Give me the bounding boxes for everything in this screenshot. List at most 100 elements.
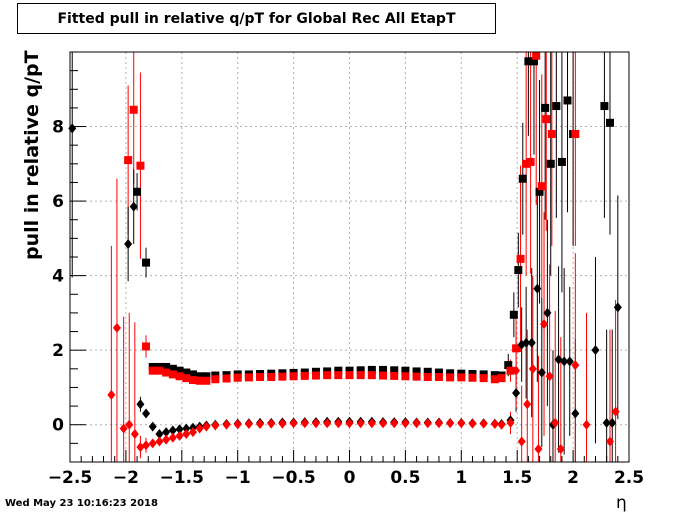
data-point-diamond <box>551 417 560 428</box>
data-point-diamond <box>540 319 549 330</box>
data-point-diamond <box>323 418 332 429</box>
data-point-diamond <box>446 418 455 429</box>
data-point-diamond <box>497 419 506 430</box>
data-point-diamond <box>129 201 138 212</box>
x-tick-label: −1.5 <box>160 468 204 488</box>
data-point-square <box>434 373 443 382</box>
data-point-square <box>401 372 410 381</box>
data-point-diamond <box>423 418 432 429</box>
data-point-square <box>267 373 276 382</box>
data-point-square <box>512 344 521 353</box>
data-point-diamond <box>412 418 421 429</box>
data-point-square <box>188 376 197 384</box>
x-tick-label: −2 <box>113 468 139 488</box>
data-point-square <box>423 367 432 376</box>
x-axis-label: η <box>616 493 627 513</box>
data-markers <box>68 51 622 454</box>
data-point-square <box>526 157 535 166</box>
data-point-diamond <box>390 418 399 429</box>
data-point-square <box>516 254 525 263</box>
data-point-square <box>434 368 443 377</box>
data-point-square <box>188 370 197 379</box>
data-point-diamond <box>148 438 157 449</box>
data-point-square <box>529 57 538 66</box>
data-point-diamond <box>537 367 546 378</box>
data-point-square <box>345 366 354 375</box>
data-point-square <box>423 373 432 382</box>
data-point-diamond <box>571 360 580 371</box>
y-tick-label: 0 <box>52 416 64 436</box>
data-point-diamond <box>211 420 220 431</box>
data-point-square <box>563 96 572 105</box>
data-point-diamond <box>457 418 466 429</box>
data-point-square <box>168 370 177 379</box>
data-point-square <box>345 371 354 380</box>
data-point-diamond <box>162 427 171 438</box>
data-point-square <box>379 371 388 380</box>
data-point-diamond <box>571 408 580 419</box>
data-point-square <box>412 372 421 381</box>
data-point-diamond <box>278 418 287 429</box>
x-tick-label: −0.5 <box>271 468 315 488</box>
data-point-square <box>175 372 184 381</box>
data-point-diamond <box>311 418 320 429</box>
chart-title: Fitted pull in relative q/pT for Global … <box>17 3 496 34</box>
data-point-square <box>182 374 191 383</box>
data-point-square <box>356 366 365 375</box>
data-point-square <box>323 371 332 380</box>
data-point-square <box>571 130 580 138</box>
data-point-diamond <box>289 418 298 429</box>
data-point-square <box>162 362 171 371</box>
data-point-diamond <box>256 418 265 429</box>
error-bars <box>71 52 619 462</box>
data-point-square <box>532 51 541 60</box>
y-tick-label: 6 <box>52 192 64 212</box>
data-point-diamond <box>523 399 532 410</box>
data-point-diamond <box>155 436 164 447</box>
data-point-diamond <box>112 322 121 333</box>
y-tick-label: 8 <box>52 118 64 138</box>
data-point-square <box>155 366 164 375</box>
data-point-diamond <box>168 432 177 443</box>
data-point-square <box>546 159 555 168</box>
data-point-diamond <box>202 421 211 432</box>
data-point-square <box>401 366 410 375</box>
data-point-diamond <box>527 337 536 348</box>
data-point-diamond <box>560 356 569 367</box>
data-point-square <box>446 369 455 378</box>
data-point-square <box>289 372 298 381</box>
data-point-square <box>367 365 376 374</box>
data-point-diamond <box>119 423 128 434</box>
data-point-diamond <box>136 442 145 453</box>
data-point-diamond <box>490 418 499 429</box>
data-point-diamond <box>136 399 145 410</box>
data-point-diamond <box>162 434 171 445</box>
data-point-diamond <box>605 436 614 447</box>
data-point-diamond <box>613 302 622 313</box>
data-point-diamond <box>533 283 542 294</box>
data-point-diamond <box>124 238 133 249</box>
data-point-diamond <box>182 429 191 440</box>
data-point-diamond <box>611 406 620 417</box>
data-point-square <box>356 371 365 380</box>
data-point-square <box>142 342 151 351</box>
x-tick-label: −2.5 <box>48 468 92 488</box>
data-point-square <box>490 375 499 384</box>
data-point-square <box>195 376 204 385</box>
data-point-diamond <box>233 419 242 430</box>
data-point-diamond <box>602 417 611 428</box>
data-point-square <box>300 371 309 380</box>
data-point-square <box>524 57 533 66</box>
data-point-diamond <box>142 408 151 419</box>
data-point-square <box>497 374 506 383</box>
data-point-diamond <box>512 365 521 376</box>
data-point-square <box>233 373 242 382</box>
data-point-square <box>509 310 518 319</box>
x-tick-label: 0 <box>344 468 356 488</box>
data-point-diamond <box>468 418 477 429</box>
data-point-diamond <box>188 427 197 438</box>
data-point-diamond <box>345 418 354 429</box>
x-tick-label: 1 <box>455 468 467 488</box>
x-tick-label: 0.5 <box>390 468 420 488</box>
